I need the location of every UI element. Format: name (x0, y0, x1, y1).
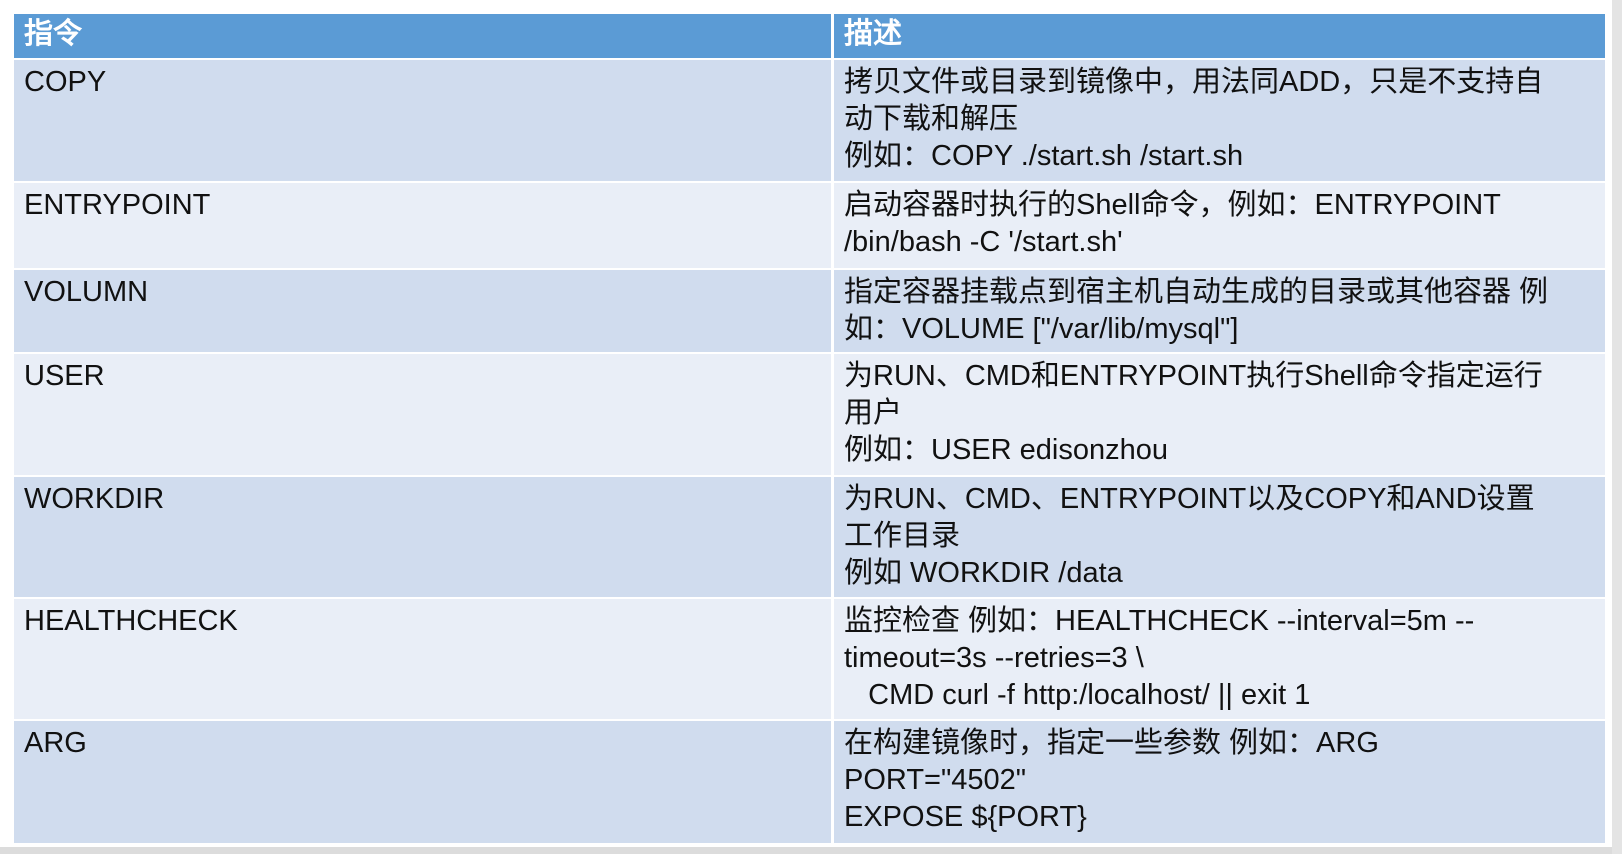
instruction-cell: COPY (14, 60, 831, 181)
description-line: 拷贝文件或目录到镜像中，用法同ADD，只是不支持自 (844, 66, 1544, 98)
instruction-cell: HEALTHCHECK (14, 599, 831, 719)
description-line: 用户 (844, 397, 903, 429)
header-row: 指令 描述 (14, 14, 1605, 58)
description-line: 为RUN、CMD和ENTRYPOINT执行Shell命令指定运行 (844, 360, 1543, 392)
description-cell: 为RUN、CMD和ENTRYPOINT执行Shell命令指定运行 用户例如：USE… (834, 354, 1605, 475)
description-line: 动下载和解压 (844, 103, 1019, 135)
table-row: HEALTHCHECK 监控检查 例如：HEALTHCHECK --interva… (14, 599, 1605, 719)
instruction-cell: ENTRYPOINT (14, 183, 831, 268)
description-line: timeout=3s --retries=3 \ (844, 642, 1144, 674)
table-row: VOLUMN 指定容器挂载点到宿主机自动生成的目录或其他容器 例如：VOLUME … (14, 270, 1605, 352)
description-cell: 监控检查 例如：HEALTHCHECK --interval=5m -- time… (834, 599, 1605, 719)
description-line: 在构建镜像时，指定一些参数 例如：ARG (844, 727, 1379, 759)
description-line: /bin/bash -C '/start.sh' (844, 226, 1123, 258)
background (0, 847, 1622, 854)
description-cell: 拷贝文件或目录到镜像中，用法同ADD，只是不支持自 动下载和解压例如：COPY .… (834, 60, 1605, 181)
instruction-cell: ARG (14, 721, 831, 843)
description-line: 例如：USER edisonzhou (844, 434, 1168, 466)
table-row: COPY 拷贝文件或目录到镜像中，用法同ADD，只是不支持自 动下载和解压 例如：CO… (14, 60, 1605, 181)
table-row: WORKDIR 为RUN、CMD、ENTRYPOINT以及COPY和AND设置 工作… (14, 477, 1605, 597)
instruction-cell: USER (14, 354, 831, 475)
description-line: CMD curl -f http:/localhost/ || exit 1 (844, 679, 1311, 711)
description-line: 工作目录 (844, 520, 961, 552)
instruction-cell: WORKDIR (14, 477, 831, 597)
description-line: 例如 WORKDIR /data (844, 557, 1123, 589)
description-cell: 启动容器时执行的Shell命令，例如：ENTRYPOINT/bin/bash -… (834, 183, 1605, 268)
description-line: 如：VOLUME ["/var/lib/mysql"] (844, 313, 1239, 345)
table-row: ARG 在构建镜像时，指定一些参数 例如：ARG PORT="4502" EXPOSE… (14, 721, 1605, 843)
description-line: PORT="4502" (844, 764, 1027, 796)
table-row: USER 为RUN、CMD和ENTRYPOINT执行Shell命令指定运行 用户 例如… (14, 354, 1605, 475)
description-cell: 指定容器挂载点到宿主机自动生成的目录或其他容器 例如：VOLUME ["/var… (834, 270, 1605, 352)
instruction-cell: VOLUMN (14, 270, 831, 352)
description-line: 为RUN、CMD、ENTRYPOINT以及COPY和AND设置 (844, 483, 1535, 515)
description-line: 指定容器挂载点到宿主机自动生成的目录或其他容器 例 (844, 276, 1549, 308)
description-line: EXPOSE ${PORT} (844, 801, 1087, 833)
background-edge (1612, 0, 1622, 854)
description-line: 例如：COPY ./start.sh /start.sh (844, 140, 1244, 172)
description-cell: 为RUN、CMD、ENTRYPOINT以及COPY和AND设置 工作目录例如 WO… (834, 477, 1605, 597)
header-description: 描述 (834, 14, 1605, 58)
description-cell: 在构建镜像时，指定一些参数 例如：ARG PORT="4502" EXPOSE ${… (834, 721, 1605, 843)
description-line: 监控检查 例如：HEALTHCHECK --interval=5m -- (844, 605, 1475, 637)
dockerfile-instructions-table: 指令 描述 COPY 拷贝文件或目录到镜像中，用法同ADD，只是不支持自 动下载和解… (11, 12, 1608, 845)
table-row: ENTRYPOINT 启动容器时执行的Shell命令，例如：ENTRYPOINT /… (14, 183, 1605, 268)
header-instruction: 指令 (14, 14, 831, 58)
description-line: 启动容器时执行的Shell命令，例如：ENTRYPOINT (844, 189, 1501, 221)
